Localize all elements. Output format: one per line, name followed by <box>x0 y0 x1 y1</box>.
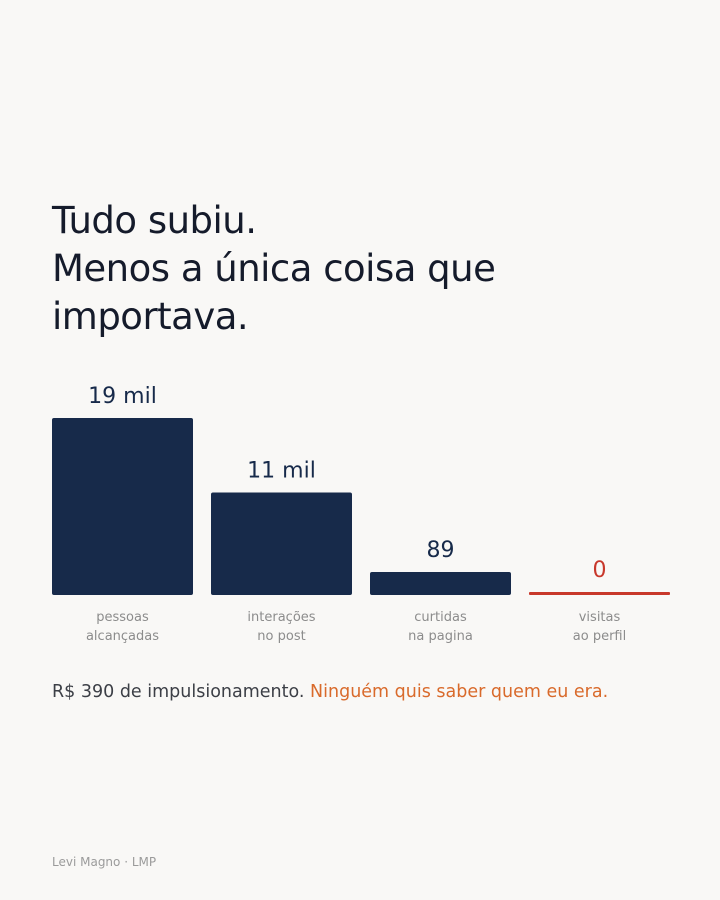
headline-line-3: importava. <box>52 295 249 338</box>
summary: R$ 390 de impulsionamento. Ninguém quis … <box>52 680 608 704</box>
footer-credit: Levi Magno · LMP <box>52 855 157 869</box>
bar-2 <box>370 572 511 595</box>
value-label-0: 19 mil <box>88 384 157 409</box>
summary-accent: Ninguém quis saber quem eu era. <box>310 682 609 702</box>
category-label-1-line-2: no post <box>257 629 305 644</box>
bar-chart: 19 mil pessoas alcançadas 11 mil interações n… <box>52 384 670 644</box>
category-label-3-line-2: ao perfil <box>573 629 626 644</box>
headline-line-2: Menos a única coisa que <box>52 247 496 290</box>
bar-0 <box>52 418 193 595</box>
value-label-2: 89 <box>427 538 455 563</box>
category-label-2-line-2: na pagina <box>408 629 473 644</box>
summary-text: R$ 390 de impulsionamento. <box>52 682 305 702</box>
value-label-3: 0 <box>593 558 607 583</box>
category-label-3-line-1: visitas <box>579 610 621 625</box>
bar-3 <box>529 592 670 595</box>
category-label-2-line-1: curtidas <box>414 610 467 625</box>
category-label-1-line-1: interações <box>247 610 315 625</box>
bar-1 <box>211 492 352 595</box>
category-label-0-line-2: alcançadas <box>86 629 159 644</box>
headline: Tudo subiu. Menos a única coisa que impo… <box>52 197 672 341</box>
category-label-0-line-1: pessoas <box>96 610 149 625</box>
value-label-1: 11 mil <box>247 459 316 484</box>
headline-line-1: Tudo subiu. <box>52 199 257 242</box>
